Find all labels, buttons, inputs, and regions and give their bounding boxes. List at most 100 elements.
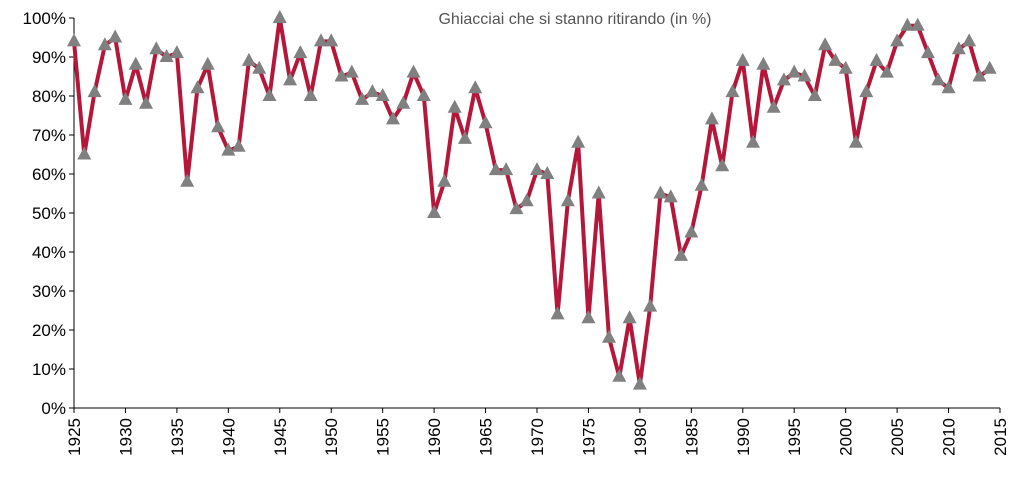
marker — [231, 138, 246, 152]
marker — [602, 329, 617, 343]
y-tick-label: 90% — [32, 48, 66, 67]
marker — [787, 64, 802, 78]
marker — [550, 306, 565, 320]
x-tick-label: 1935 — [168, 418, 187, 456]
marker — [77, 146, 92, 160]
marker — [324, 33, 339, 47]
marker — [797, 68, 812, 82]
marker — [674, 247, 689, 261]
x-tick-label: 2010 — [940, 418, 959, 456]
marker — [252, 60, 267, 74]
x-tick-label: 1955 — [374, 418, 393, 456]
marker — [643, 298, 658, 312]
marker — [313, 33, 328, 47]
marker — [67, 33, 81, 47]
marker — [581, 310, 596, 324]
marker — [139, 95, 154, 109]
marker — [180, 173, 195, 187]
marker — [355, 91, 370, 105]
y-tick-label: 0% — [41, 399, 66, 418]
y-tick-label: 10% — [32, 360, 66, 379]
marker — [890, 33, 905, 47]
x-tick-label: 1940 — [219, 418, 238, 456]
x-tick-label: 1985 — [682, 418, 701, 456]
marker — [272, 10, 287, 23]
marker — [941, 80, 956, 94]
marker — [848, 134, 863, 148]
marker — [416, 88, 431, 101]
data-line — [72, 16, 991, 387]
marker — [128, 56, 143, 70]
marker — [530, 162, 544, 176]
marker — [396, 95, 411, 109]
marker — [283, 72, 298, 86]
marker — [746, 134, 761, 148]
marker — [725, 84, 740, 98]
marker — [375, 88, 390, 101]
x-tick-label: 1930 — [116, 418, 135, 456]
y-tick-label: 50% — [32, 204, 66, 223]
marker — [344, 64, 359, 78]
marker — [149, 41, 164, 55]
y-tick-label: 40% — [32, 243, 66, 262]
marker — [509, 201, 524, 215]
x-tick-label: 1925 — [65, 418, 84, 456]
marker — [488, 162, 503, 176]
marker — [200, 56, 215, 70]
y-tick-label: 30% — [32, 282, 66, 301]
x-tick-label: 1950 — [322, 418, 341, 456]
marker — [97, 37, 112, 51]
marker — [735, 52, 750, 66]
marker — [211, 119, 226, 133]
marker — [457, 130, 472, 144]
marker — [684, 224, 699, 238]
marker — [962, 33, 977, 47]
y-tick-label: 80% — [32, 87, 66, 106]
x-tick-label: 2000 — [837, 418, 856, 456]
marker — [951, 41, 966, 55]
marker — [591, 185, 606, 199]
marker — [540, 166, 555, 179]
marker — [920, 45, 935, 59]
marker — [427, 205, 442, 218]
marker — [900, 17, 915, 31]
marker — [818, 37, 833, 51]
marker — [169, 45, 184, 59]
marker — [879, 64, 894, 78]
marker — [437, 173, 452, 187]
marker — [828, 52, 843, 66]
marker — [293, 45, 308, 59]
y-tick-label: 70% — [32, 126, 66, 145]
x-tick-label: 1965 — [477, 418, 496, 456]
marker — [468, 80, 483, 94]
marker — [653, 185, 668, 199]
marker — [303, 88, 318, 101]
marker — [190, 80, 205, 94]
marker — [859, 84, 874, 98]
marker — [982, 60, 997, 74]
x-tick-label: 1975 — [579, 418, 598, 456]
marker — [406, 64, 421, 78]
marker — [807, 88, 822, 101]
marker — [766, 99, 781, 113]
x-tick-label: 1995 — [785, 418, 804, 456]
marker — [334, 68, 349, 82]
marker — [632, 376, 647, 390]
marker — [447, 99, 462, 113]
marker — [519, 193, 534, 207]
y-tick-label: 100% — [23, 9, 66, 28]
marker — [365, 84, 380, 98]
marker — [704, 111, 719, 125]
marker — [715, 158, 730, 172]
marker — [756, 56, 771, 70]
marker — [499, 162, 514, 176]
marker — [118, 91, 133, 105]
x-tick-label: 2015 — [991, 418, 1010, 456]
marker — [385, 111, 400, 125]
y-tick-label: 60% — [32, 165, 66, 184]
y-tick-label: 20% — [32, 321, 66, 340]
x-tick-label: 1960 — [425, 418, 444, 456]
marker — [869, 52, 884, 66]
marker — [241, 52, 256, 66]
